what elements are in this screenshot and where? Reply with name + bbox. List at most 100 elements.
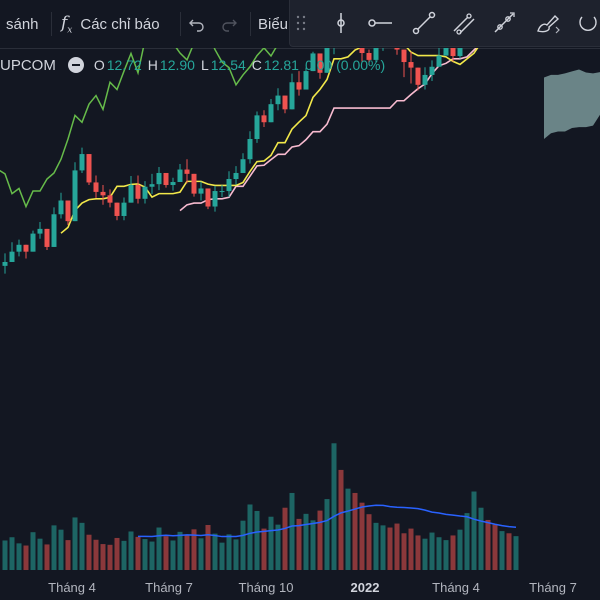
candle-body	[107, 195, 113, 203]
candle-body	[429, 66, 435, 75]
minus-icon	[71, 64, 80, 66]
x-tick-label: Tháng 7	[529, 580, 577, 595]
ohlc-legend: UPCOM O 12.72 H 12.90 L 12.54 C 12.81 0.00 (…	[0, 54, 391, 76]
candle-body	[247, 139, 253, 160]
volume-ma-line	[137, 504, 517, 538]
volume-bar	[450, 535, 456, 570]
candle-body	[394, 48, 400, 50]
volume-bar	[65, 540, 71, 570]
volume-bar	[23, 545, 29, 570]
volume-bar	[429, 532, 435, 570]
undo-button[interactable]	[188, 0, 206, 48]
parallel-channel-tool[interactable]	[446, 5, 482, 41]
volume-bar	[72, 517, 78, 570]
candle-body	[310, 53, 316, 72]
volume-bar	[9, 537, 15, 570]
candle-body	[233, 172, 239, 179]
candle-body	[289, 82, 295, 110]
volume-bar	[58, 529, 64, 570]
redo-icon	[222, 19, 237, 32]
volume-bar	[492, 524, 498, 570]
parallel-channel-icon	[453, 13, 475, 35]
candle-body	[163, 172, 169, 186]
volume-bar	[464, 513, 470, 570]
volume-bar	[471, 491, 477, 570]
candle-body	[443, 48, 449, 56]
pitchfork-icon	[494, 12, 515, 33]
undo-icon	[189, 19, 204, 32]
x-tick-label: Tháng 4	[432, 580, 480, 595]
candle-body	[359, 48, 365, 54]
volume-bar	[212, 533, 218, 570]
volume-bar	[310, 520, 316, 570]
candle-body	[9, 251, 15, 262]
candle-body	[37, 228, 43, 234]
candle-body	[296, 82, 302, 90]
symbol-name[interactable]: UPCOM	[0, 56, 56, 74]
volume-bar	[373, 522, 379, 570]
collapse-legend-button[interactable]	[67, 57, 84, 73]
more-tools-button[interactable]	[570, 5, 600, 41]
horizontal-ray-tool[interactable]	[362, 5, 398, 41]
candle-body	[79, 154, 85, 171]
candle-body	[128, 185, 134, 203]
indicators-button[interactable]: fx Các chỉ báo	[61, 0, 160, 48]
change-value: 0.00 (0.00%)	[304, 57, 386, 73]
vertical-line-tool[interactable]	[323, 5, 359, 41]
volume-bar	[149, 541, 155, 570]
candle-body	[86, 154, 92, 183]
function-icon: fx	[61, 12, 73, 36]
brush-icon	[537, 14, 560, 34]
trend-line-tool[interactable]	[406, 5, 442, 41]
toolbar-separator	[51, 12, 52, 36]
volume-bar	[2, 540, 8, 570]
candle-body	[212, 191, 218, 207]
volume-bar	[457, 529, 463, 570]
candle-body	[317, 53, 323, 73]
candle-body	[261, 115, 267, 123]
price-chart[interactable]	[0, 48, 600, 600]
volume-bar	[30, 532, 36, 570]
volume-bar	[401, 533, 407, 570]
volume-bar	[345, 488, 351, 570]
candle-body	[457, 48, 463, 57]
candle-body	[282, 95, 288, 110]
volume-bar	[254, 510, 260, 570]
chart-type-button[interactable]: Biểu	[258, 0, 288, 48]
candle-body	[65, 200, 71, 222]
candle-body	[156, 172, 162, 185]
volume-bar	[233, 539, 239, 570]
drag-handle[interactable]	[290, 5, 312, 41]
volume-bar	[128, 531, 134, 570]
trend-line-icon	[412, 11, 436, 35]
volume-bar	[86, 534, 92, 570]
volume-bar	[114, 537, 120, 570]
volume-bar	[366, 514, 372, 570]
candle-body	[142, 186, 148, 199]
top-toolbar: sánh fx Các chỉ báo Biểu	[0, 0, 600, 49]
candle-body	[177, 169, 183, 183]
candle-body	[121, 202, 127, 216]
high-label: H	[147, 57, 158, 73]
volume-bar	[51, 525, 57, 570]
volume-bar	[142, 539, 148, 570]
candle-body	[23, 244, 29, 252]
compare-button[interactable]: sánh	[6, 0, 39, 48]
volume-bar	[191, 529, 197, 570]
ichimoku-cloud	[544, 69, 600, 140]
volume-bar	[121, 540, 127, 570]
volume-bar	[296, 518, 302, 570]
x-tick-label: Tháng 4	[48, 580, 96, 595]
volume-bar	[317, 510, 323, 570]
x-tick-label: Tháng 10	[238, 580, 294, 595]
candle-body	[72, 170, 78, 222]
brush-tool[interactable]	[530, 5, 566, 41]
candle-body	[198, 188, 204, 194]
candle-body	[240, 159, 246, 173]
open-value: 12.72	[106, 57, 142, 73]
pitchfork-tool[interactable]	[486, 5, 522, 41]
redo-button[interactable]	[220, 0, 238, 48]
volume-bar	[170, 540, 176, 570]
volume-bar	[352, 492, 358, 570]
volume-bar	[443, 540, 449, 570]
